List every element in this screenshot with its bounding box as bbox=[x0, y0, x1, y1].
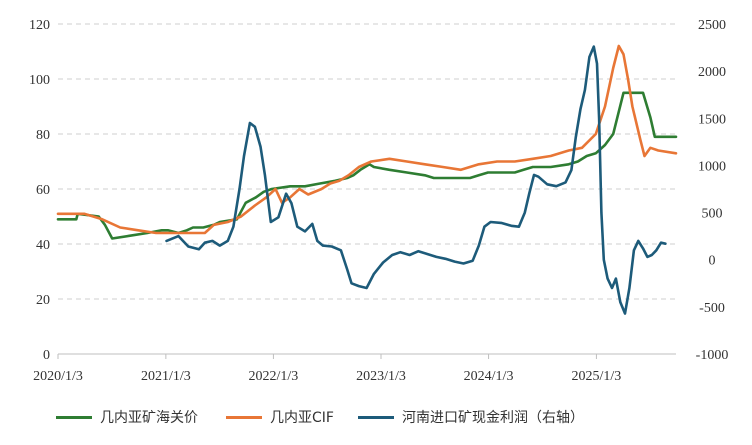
x-tick-label: 2023/1/3 bbox=[356, 369, 406, 384]
right-tick-label: -500 bbox=[699, 301, 725, 316]
legend-label: 几内亚CIF bbox=[270, 410, 334, 426]
x-tick-label: 2020/1/3 bbox=[33, 369, 83, 384]
series-line-2 bbox=[165, 45, 667, 315]
x-tick-label: 2021/1/3 bbox=[141, 369, 191, 384]
gridlines bbox=[58, 23, 676, 300]
right-tick-label: 2500 bbox=[698, 18, 726, 33]
right-tick-label: 1000 bbox=[698, 159, 726, 174]
x-tick-label: 2025/1/3 bbox=[572, 369, 622, 384]
left-tick-label: 120 bbox=[29, 18, 50, 33]
axes bbox=[57, 353, 676, 359]
legend-item-cif: 几内亚CIF bbox=[226, 407, 334, 427]
series-line-0 bbox=[56, 91, 678, 240]
left-tick-label: 0 bbox=[43, 348, 50, 363]
legend-swatch bbox=[56, 415, 92, 419]
left-axis-ticks: 0 20 40 60 80 100 120 bbox=[29, 18, 50, 363]
right-tick-label: -1000 bbox=[696, 348, 729, 363]
series-line-1 bbox=[56, 44, 678, 235]
right-axis-ticks: -1000 -500 0 500 1000 1500 2000 2500 bbox=[696, 18, 729, 363]
legend-swatch bbox=[226, 415, 262, 419]
right-tick-label: 500 bbox=[702, 207, 723, 222]
legend-label: 几内亚矿海关价 bbox=[100, 410, 198, 426]
legend-swatch bbox=[357, 415, 394, 419]
right-tick-label: 2000 bbox=[698, 65, 726, 80]
left-tick-label: 100 bbox=[29, 73, 50, 88]
x-axis-ticks: 2020/1/3 2021/1/3 2022/1/3 2023/1/3 2024/1/3… bbox=[33, 369, 621, 384]
legend-item-cash-profit: 河南进口矿现金利润（右轴） bbox=[357, 407, 584, 427]
legend: 几内亚矿海关价 几内亚CIF 河南进口矿现金利润（右轴） bbox=[0, 404, 752, 430]
x-tick-label: 2024/1/3 bbox=[464, 369, 514, 384]
left-tick-label: 20 bbox=[36, 293, 50, 308]
legend-label: 河南进口矿现金利润（右轴） bbox=[401, 410, 584, 426]
legend-item-customs-price: 几内亚矿海关价 bbox=[56, 407, 198, 427]
left-tick-label: 60 bbox=[36, 183, 50, 198]
left-tick-label: 80 bbox=[36, 128, 50, 143]
series-lines bbox=[56, 44, 678, 315]
right-tick-label: 1500 bbox=[698, 112, 726, 127]
right-tick-label: 0 bbox=[709, 254, 716, 269]
x-tick-label: 2022/1/3 bbox=[249, 369, 299, 384]
left-tick-label: 40 bbox=[36, 238, 50, 253]
